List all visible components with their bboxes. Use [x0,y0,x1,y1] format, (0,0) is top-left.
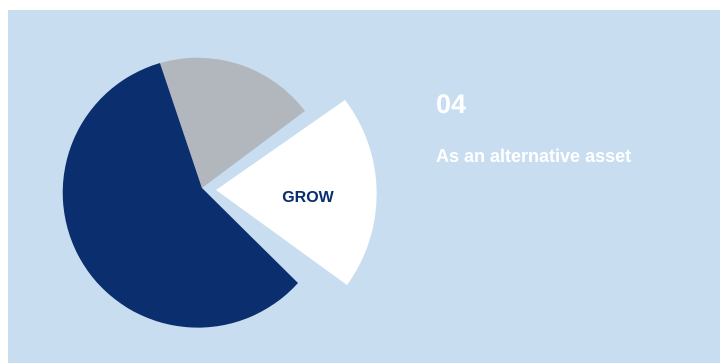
feature-text: 04 As an alternative asset [436,89,676,167]
feature-caption: As an alternative asset [436,146,632,166]
grow-label: GROW [282,189,334,206]
feature-number: 04 [436,89,467,119]
pie-slice-navy [62,63,299,328]
pie-slice-gray [160,57,305,188]
pie-slice-grow [216,100,377,285]
